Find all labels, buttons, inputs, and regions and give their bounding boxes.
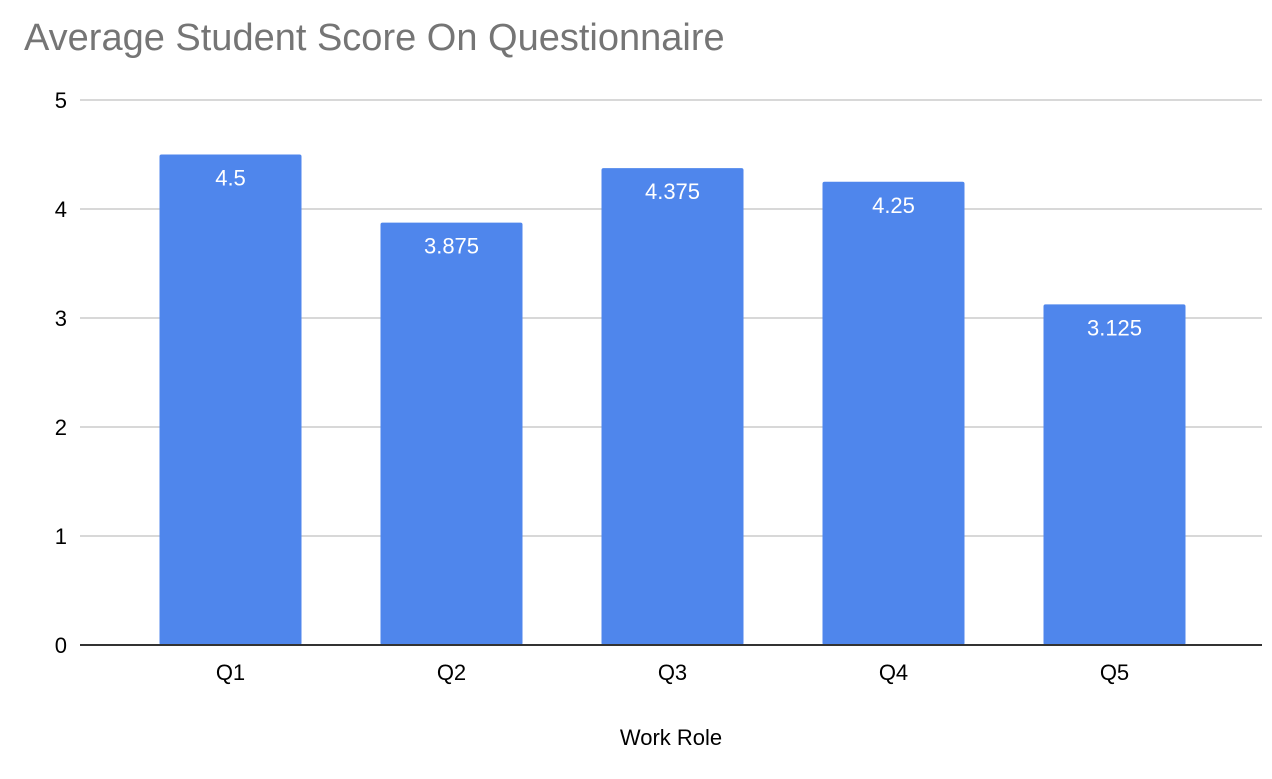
- data-label-q2: 3.875: [424, 234, 479, 259]
- y-axis-tick-labels: 0 1 2 3 4 5: [55, 88, 67, 658]
- x-axis-tick-labels: Q1 Q2 Q3 Q4 Q5: [216, 660, 1129, 685]
- data-label-q1: 4.5: [215, 166, 246, 191]
- y-tick-label-1: 1: [55, 524, 67, 549]
- data-label-q4: 4.25: [872, 193, 915, 218]
- data-labels: 4.5 3.875 4.375 4.25 3.125: [215, 166, 1142, 341]
- x-axis-title: Work Role: [620, 725, 722, 750]
- data-label-q3: 4.375: [645, 179, 700, 204]
- y-tick-label-2: 2: [55, 415, 67, 440]
- y-tick-label-3: 3: [55, 306, 67, 331]
- x-tick-label-q3: Q3: [658, 660, 687, 685]
- bar-q5: [1043, 304, 1186, 645]
- y-tick-label-4: 4: [55, 197, 67, 222]
- bars: [159, 154, 1186, 645]
- x-tick-label-q5: Q5: [1100, 660, 1129, 685]
- chart-title: Average Student Score On Questionnaire: [24, 17, 725, 59]
- bar-q4: [822, 181, 965, 645]
- y-tick-label-0: 0: [55, 633, 67, 658]
- x-tick-label-q4: Q4: [879, 660, 908, 685]
- bar-q3: [601, 168, 744, 645]
- bar-q1: [159, 154, 302, 645]
- bar-q2: [380, 222, 523, 645]
- x-tick-label-q2: Q2: [437, 660, 466, 685]
- y-tick-label-5: 5: [55, 88, 67, 113]
- x-tick-label-q1: Q1: [216, 660, 245, 685]
- data-label-q5: 3.125: [1087, 315, 1142, 340]
